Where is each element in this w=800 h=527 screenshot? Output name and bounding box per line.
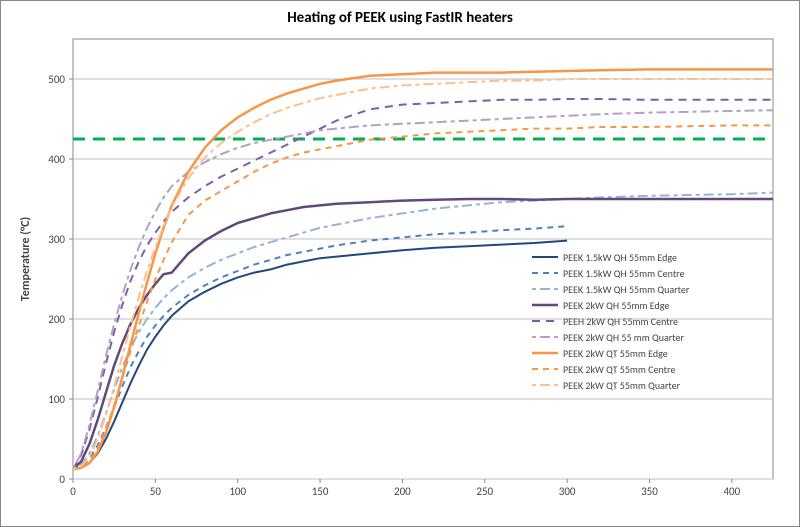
legend: PEEK 1.5kW QH 55mm Edge PEEK 1.5kW QH 55m… xyxy=(531,249,689,393)
legend-swatch xyxy=(531,313,559,329)
svg-text:0: 0 xyxy=(70,485,76,498)
svg-text:400: 400 xyxy=(48,153,65,166)
legend-label: PEEK 1.5kW QH 55mm Centre xyxy=(563,267,685,280)
legend-label: PEEH 2kW QH 55mm Centre xyxy=(563,315,678,328)
legend-label: PEEK 2kW QH 55 mm Quarter xyxy=(563,331,684,344)
legend-label: PEEK 2kW QT 55mm Centre xyxy=(563,363,675,376)
svg-text:100: 100 xyxy=(229,485,246,498)
legend-swatch xyxy=(531,329,559,345)
svg-text:500: 500 xyxy=(48,73,65,86)
chart-container: Heating of PEEK using FastIR heaters 010… xyxy=(0,0,800,527)
legend-swatch xyxy=(531,265,559,281)
svg-text:300: 300 xyxy=(48,233,65,246)
legend-item: PEEK 2kW QT 55mm Centre xyxy=(531,361,689,377)
svg-text:350: 350 xyxy=(641,485,658,498)
legend-item: PEEK 2kW QT 55mm Edge xyxy=(531,345,689,361)
legend-item: PEEK 1.5kW QH 55mm Edge xyxy=(531,249,689,265)
svg-text:0: 0 xyxy=(59,473,65,486)
svg-text:Temperature (°C): Temperature (°C) xyxy=(19,217,33,301)
legend-label: PEEK 2kW QT 55mm Quarter xyxy=(563,379,680,392)
svg-text:200: 200 xyxy=(394,485,411,498)
svg-text:150: 150 xyxy=(312,485,329,498)
legend-item: PEEH 2kW QH 55mm Centre xyxy=(531,313,689,329)
legend-swatch xyxy=(531,361,559,377)
svg-text:300: 300 xyxy=(559,485,576,498)
legend-swatch xyxy=(531,249,559,265)
svg-text:400: 400 xyxy=(723,485,740,498)
legend-swatch xyxy=(531,377,559,393)
legend-item: PEEK 1.5kW QH 55mm Centre xyxy=(531,265,689,281)
svg-text:50: 50 xyxy=(150,485,162,498)
legend-item: PEEK 2kW QT 55mm Quarter xyxy=(531,377,689,393)
svg-text:250: 250 xyxy=(476,485,493,498)
legend-label: PEEK 2kW QT 55mm Edge xyxy=(563,347,668,360)
svg-text:100: 100 xyxy=(48,393,65,406)
legend-swatch xyxy=(531,345,559,361)
legend-swatch xyxy=(531,281,559,297)
legend-label: PEEK 1.5kW QH 55mm Edge xyxy=(563,251,677,264)
legend-label: PEEK 1.5kW QH 55mm Quarter xyxy=(563,283,689,296)
svg-text:200: 200 xyxy=(48,313,65,326)
legend-item: PEEK 1.5kW QH 55mm Quarter xyxy=(531,281,689,297)
legend-swatch xyxy=(531,297,559,313)
legend-item: PEEK 2kW QH 55 mm Quarter xyxy=(531,329,689,345)
legend-label: PEEK 2kW QH 55mm Edge xyxy=(563,299,669,312)
legend-item: PEEK 2kW QH 55mm Edge xyxy=(531,297,689,313)
